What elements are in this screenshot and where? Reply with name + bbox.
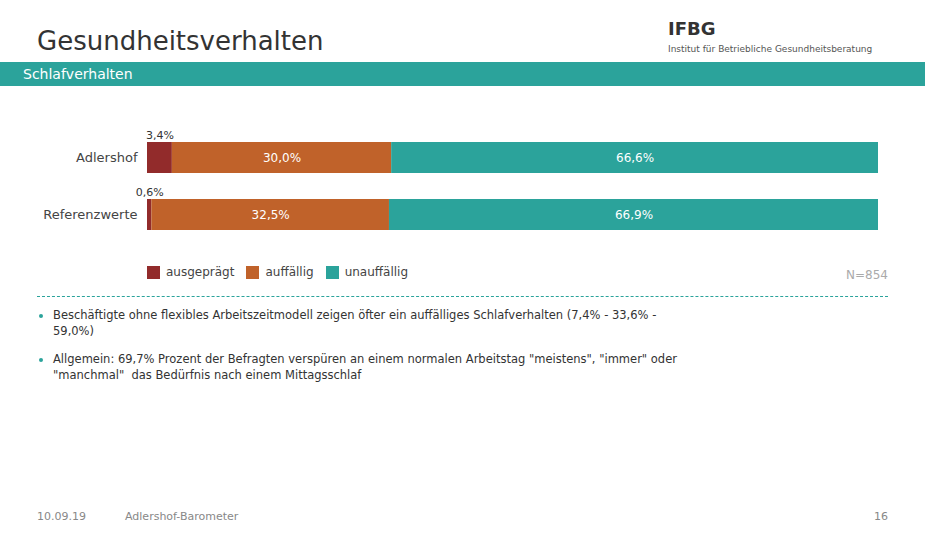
svg-text:Referenzwerte: Referenzwerte <box>43 207 137 222</box>
svg-text:30,0%: 30,0% <box>263 151 301 165</box>
html-text:16: 16 <box>874 510 888 523</box>
svg-text:66,9%: 66,9% <box>615 208 653 222</box>
svg-text:66,6%: 66,6% <box>616 151 654 165</box>
svg-text:3,4%: 3,4% <box>146 129 174 142</box>
html-text:Allgemein: 69,7% Prozent der B: Allgemein: 69,7% Prozent der Befragten v… <box>53 352 677 383</box>
svg-text:Adlershof: Adlershof <box>76 150 138 165</box>
html-text:IFBG: IFBG <box>668 18 716 39</box>
html-text:Schlafverhalten: Schlafverhalten <box>23 66 133 82</box>
html-text:N=854: N=854 <box>846 268 888 282</box>
html-text:unauffällig: unauffällig <box>344 265 409 279</box>
html-text:Institut für Betriebliche Gesu: Institut für Betriebliche Gesundheitsber… <box>668 44 873 54</box>
html-text:Beschäftigte ohne flexibles Ar: Beschäftigte ohne flexibles Arbeitszeitm… <box>53 308 657 339</box>
html-text:ausgeprägt: ausgeprägt <box>166 265 235 279</box>
html-text:Adlershof-Barometer: Adlershof-Barometer <box>125 510 239 523</box>
html-text:10.09.19: 10.09.19 <box>37 510 86 523</box>
html-text:Gesundheitsverhalten: Gesundheitsverhalten <box>37 26 324 56</box>
svg-text:32,5%: 32,5% <box>252 208 290 222</box>
html-text:auffällig: auffällig <box>265 265 314 279</box>
svg-text:0,6%: 0,6% <box>136 186 164 199</box>
